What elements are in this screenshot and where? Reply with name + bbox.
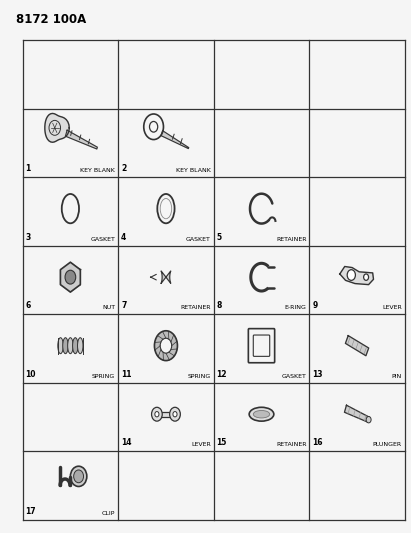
Polygon shape	[60, 262, 80, 292]
Text: 12: 12	[217, 370, 227, 379]
Ellipse shape	[78, 338, 83, 354]
Text: 5: 5	[217, 233, 222, 242]
Polygon shape	[161, 131, 189, 149]
Polygon shape	[345, 336, 369, 356]
Circle shape	[65, 270, 76, 284]
Text: 7: 7	[121, 301, 127, 310]
Text: SPRING: SPRING	[92, 374, 115, 379]
Circle shape	[155, 411, 159, 417]
Text: GASKET: GASKET	[282, 374, 306, 379]
Ellipse shape	[68, 338, 73, 354]
Text: E-RING: E-RING	[284, 305, 306, 310]
Ellipse shape	[58, 338, 63, 354]
Circle shape	[170, 407, 180, 421]
Text: GASKET: GASKET	[186, 237, 211, 242]
Text: KEY BLANK: KEY BLANK	[81, 168, 115, 173]
Text: RETAINER: RETAINER	[180, 305, 211, 310]
Text: 3: 3	[25, 233, 31, 242]
Circle shape	[74, 470, 83, 483]
Ellipse shape	[253, 410, 270, 418]
Polygon shape	[45, 114, 69, 142]
Text: 6: 6	[25, 301, 31, 310]
Text: 11: 11	[121, 370, 132, 379]
Text: 10: 10	[25, 370, 36, 379]
Circle shape	[347, 270, 356, 280]
Ellipse shape	[70, 466, 87, 487]
Polygon shape	[340, 266, 374, 285]
Text: RETAINER: RETAINER	[276, 442, 306, 447]
Circle shape	[160, 338, 172, 353]
Text: LEVER: LEVER	[191, 442, 211, 447]
Polygon shape	[65, 130, 97, 149]
Text: 14: 14	[121, 439, 132, 447]
Bar	[153, 411, 179, 417]
Text: 4: 4	[121, 233, 126, 242]
Circle shape	[155, 331, 178, 361]
Ellipse shape	[249, 407, 274, 421]
Text: 16: 16	[312, 439, 323, 447]
Text: CLIP: CLIP	[102, 511, 115, 516]
Text: 13: 13	[312, 370, 323, 379]
Text: LEVER: LEVER	[382, 305, 402, 310]
Text: PLUNGER: PLUNGER	[373, 442, 402, 447]
Circle shape	[364, 274, 369, 280]
Circle shape	[366, 416, 371, 423]
Text: 8: 8	[217, 301, 222, 310]
Text: NUT: NUT	[102, 305, 115, 310]
Text: RETAINER: RETAINER	[276, 237, 306, 242]
Text: KEY BLANK: KEY BLANK	[176, 168, 211, 173]
Text: 1: 1	[25, 164, 31, 173]
Circle shape	[152, 407, 162, 421]
Text: SPRING: SPRING	[187, 374, 211, 379]
Circle shape	[173, 411, 177, 417]
Text: 9: 9	[312, 301, 317, 310]
Ellipse shape	[63, 338, 68, 354]
Polygon shape	[344, 405, 369, 422]
Ellipse shape	[73, 338, 78, 354]
Text: 2: 2	[121, 164, 126, 173]
Text: 8172 100A: 8172 100A	[16, 13, 87, 26]
Text: 17: 17	[25, 507, 36, 516]
Polygon shape	[161, 271, 171, 284]
Text: GASKET: GASKET	[90, 237, 115, 242]
Text: PIN: PIN	[392, 374, 402, 379]
Text: 15: 15	[217, 439, 227, 447]
